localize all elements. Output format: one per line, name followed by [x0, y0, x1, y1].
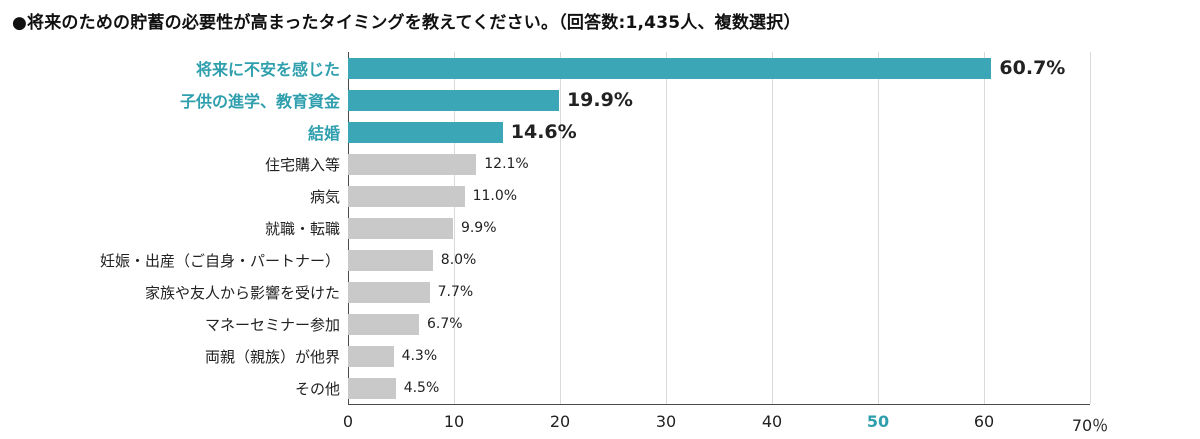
value-label: 4.5% [403, 380, 440, 396]
gridline [454, 52, 455, 404]
x-axis: 0 10 20 30 40 50 60 70％ [343, 404, 1108, 435]
bar-row: 住宅購入等 12.1% [14, 148, 1090, 180]
bar-track: 6.7% [348, 308, 1090, 340]
bar-row: 就職・転職 9.9% [14, 212, 1090, 244]
bar [348, 57, 992, 79]
bar-track: 9.9% [348, 212, 1090, 244]
category-label: 妊娠・出産（ご自身・パートナー） [99, 251, 340, 270]
bar-track: 14.6% [348, 116, 1090, 148]
x-tick-label: 70％ [1071, 416, 1109, 435]
value-label: 12.1% [484, 156, 529, 172]
gridline [560, 52, 561, 404]
category-label: マネーセミナー参加 [204, 315, 340, 334]
bar [348, 249, 433, 271]
bar-track: 4.5% [348, 372, 1090, 404]
bar-track: 11.0% [348, 180, 1090, 212]
value-label: 8.0% [440, 252, 477, 268]
bar-row: 両親（親族）が他界 4.3% [14, 340, 1090, 372]
gridline [1090, 52, 1091, 404]
bar [348, 217, 453, 239]
category-label: 結婚 [307, 124, 340, 143]
bar-row: 将来に不安を感じた 60.7% [14, 52, 1090, 84]
bar-chart: 将来に不安を感じた 60.7% 子供の進学、教育資金 19.9% 結婚 14.6% 住宅購入… [14, 52, 1108, 435]
x-tick-label: 30 [655, 412, 677, 431]
chart-title: ●将来のための貯蓄の必要性が高まったタイミングを教えてください。（回答数:1,4… [12, 13, 801, 33]
value-label: 7.7% [437, 284, 474, 300]
value-label: 9.9% [460, 220, 497, 236]
category-label: 住宅購入等 [264, 155, 340, 174]
x-tick-label: 0 [342, 412, 354, 431]
x-tick-label: 60 [973, 412, 995, 431]
value-label: 6.7% [427, 316, 463, 332]
bar-row: 家族や友人から影響を受けた 7.7% [14, 276, 1090, 308]
value-label: 4.3% [401, 348, 438, 364]
x-tick-label: 50 [866, 412, 890, 431]
bar [348, 185, 465, 207]
category-label: 将来に不安を感じた [195, 60, 340, 79]
bar [348, 153, 477, 175]
bar-track: 4.3% [348, 340, 1090, 372]
category-label: 家族や友人から影響を受けた [144, 283, 340, 302]
category-label: 子供の進学、教育資金 [179, 92, 340, 111]
value-label: 19.9% [566, 89, 633, 111]
bar-rows: 将来に不安を感じた 60.7% 子供の進学、教育資金 19.9% 結婚 14.6% 住宅購入… [14, 52, 1090, 404]
plot-area: 将来に不安を感じた 60.7% 子供の進学、教育資金 19.9% 結婚 14.6% 住宅購入… [14, 52, 1091, 404]
bar-row: 病気 11.0% [14, 180, 1090, 212]
value-label: 60.7% [999, 57, 1066, 79]
bar-row: 妊娠・出産（ご自身・パートナー） 8.0% [14, 244, 1090, 276]
gridline [878, 52, 879, 404]
category-label: 両親（親族）が他界 [204, 347, 340, 366]
value-label: 14.6% [510, 121, 577, 143]
gridline [666, 52, 667, 404]
category-label: 就職・転職 [264, 219, 340, 238]
bar-row: 子供の進学、教育資金 19.9% [14, 84, 1090, 116]
gridline [984, 52, 985, 404]
category-label: 病気 [309, 187, 340, 206]
gridline [772, 52, 773, 404]
bar-row: 結婚 14.6% [14, 116, 1090, 148]
bar-track: 7.7% [348, 276, 1090, 308]
bar [348, 121, 503, 143]
bar-track: 60.7% [348, 52, 1090, 84]
bar [348, 281, 430, 303]
bar [348, 89, 559, 111]
category-label: その他 [294, 379, 340, 398]
x-tick-label: 10 [443, 412, 465, 431]
bar [348, 377, 396, 399]
x-tick-label: 40 [761, 412, 783, 431]
bar-track: 19.9% [348, 84, 1090, 116]
bar [348, 313, 420, 335]
x-tick-label: 20 [549, 412, 571, 431]
value-label: 11.0% [472, 188, 518, 204]
bar-row: マネーセミナー参加 6.7% [14, 308, 1090, 340]
bar-row: その他 4.5% [14, 372, 1090, 404]
bar-track: 12.1% [348, 148, 1090, 180]
bar [348, 345, 394, 367]
bar-track: 8.0% [348, 244, 1090, 276]
